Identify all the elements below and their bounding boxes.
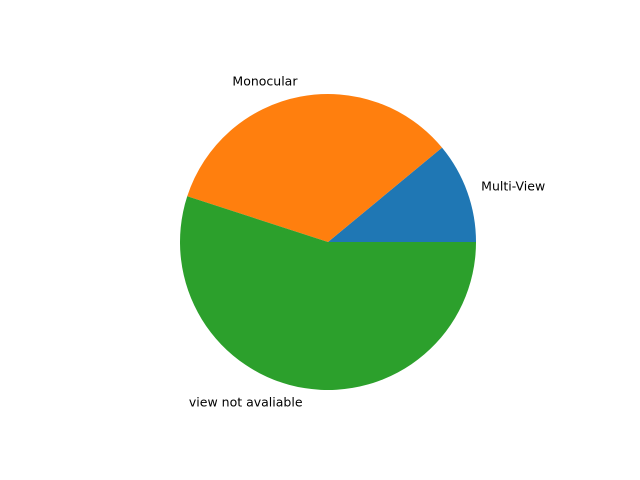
pie-labels: Multi-View Monocular view not avaliable (189, 74, 545, 410)
pie-slice-multi-view (328, 147, 476, 242)
pie-slice-monocular (187, 93, 443, 243)
pie-label-view-not-avaliable: view not avaliable (189, 394, 303, 409)
pie-label-monocular: Monocular (232, 74, 298, 89)
pie-label-multi-view: Multi-View (481, 178, 545, 193)
pie-slices (180, 93, 477, 390)
pie-slice-view-not-avaliable (180, 196, 477, 390)
